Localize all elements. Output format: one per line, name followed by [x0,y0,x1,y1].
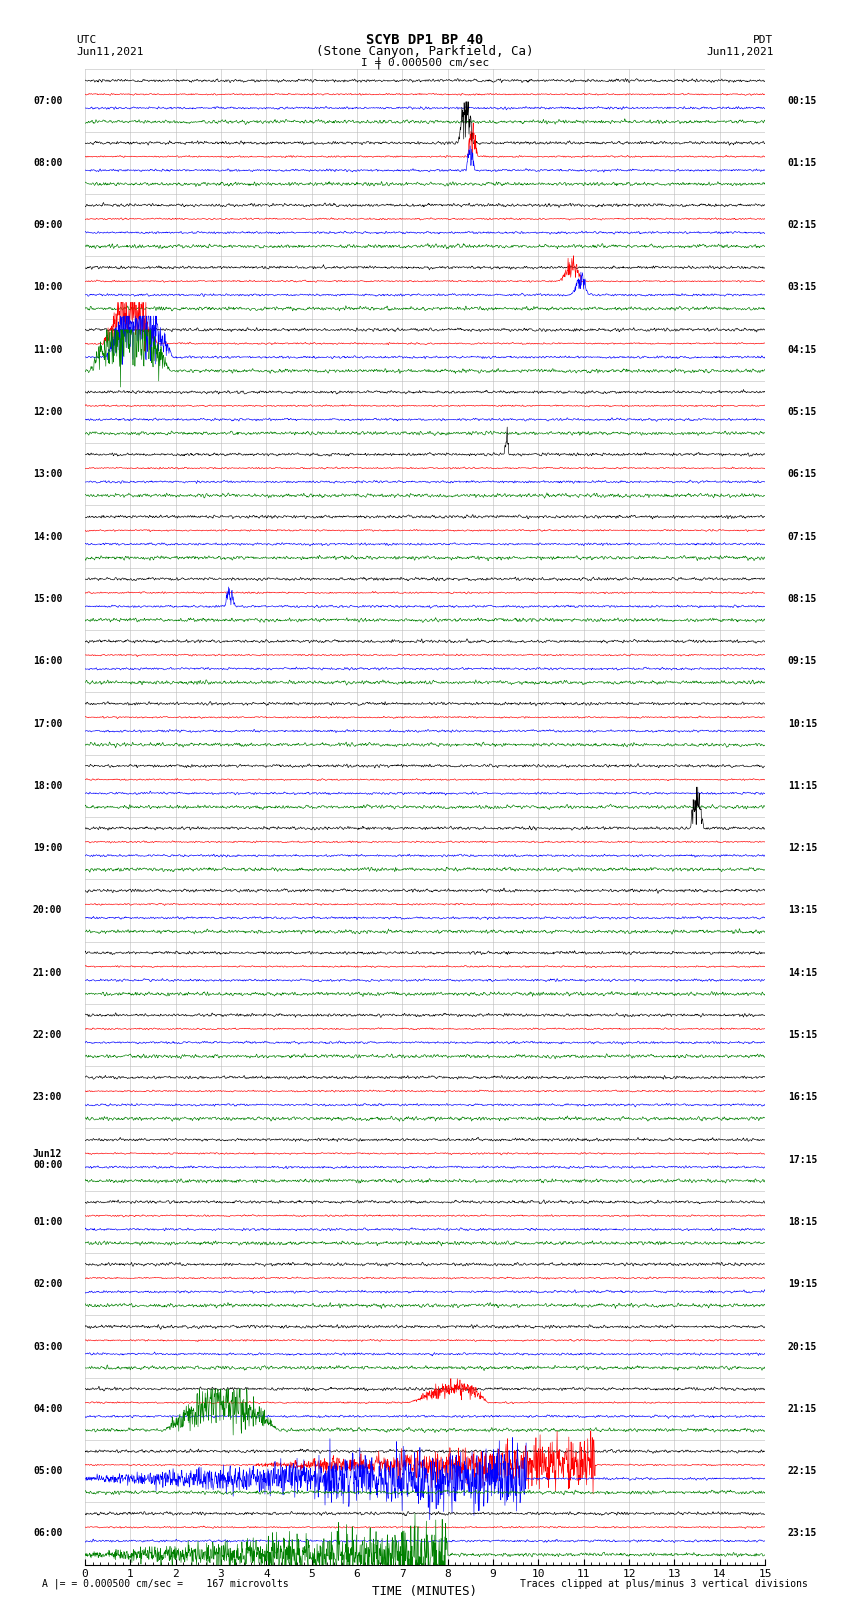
Text: |: | [375,56,382,69]
Text: 18:00: 18:00 [33,781,62,790]
Text: 03:00: 03:00 [33,1342,62,1352]
Text: 19:00: 19:00 [33,844,62,853]
Text: 06:00: 06:00 [33,1529,62,1539]
Text: 15:15: 15:15 [788,1031,817,1040]
Text: 11:00: 11:00 [33,345,62,355]
Text: 05:15: 05:15 [788,406,817,418]
Text: 22:00: 22:00 [33,1031,62,1040]
X-axis label: TIME (MINUTES): TIME (MINUTES) [372,1586,478,1598]
Text: 23:15: 23:15 [788,1529,817,1539]
Text: 16:00: 16:00 [33,656,62,666]
Text: 11:15: 11:15 [788,781,817,790]
Text: 00:15: 00:15 [788,95,817,105]
Text: 18:15: 18:15 [788,1216,817,1227]
Text: 01:15: 01:15 [788,158,817,168]
Text: 16:15: 16:15 [788,1092,817,1102]
Text: Jun12
00:00: Jun12 00:00 [33,1148,62,1171]
Text: 20:15: 20:15 [788,1342,817,1352]
Text: 12:00: 12:00 [33,406,62,418]
Text: Jun11,2021: Jun11,2021 [76,47,144,56]
Text: 17:00: 17:00 [33,718,62,729]
Text: 04:00: 04:00 [33,1403,62,1415]
Text: 20:00: 20:00 [33,905,62,916]
Text: (Stone Canyon, Parkfield, Ca): (Stone Canyon, Parkfield, Ca) [316,45,534,58]
Text: 03:15: 03:15 [788,282,817,292]
Text: 02:15: 02:15 [788,219,817,231]
Text: 05:00: 05:00 [33,1466,62,1476]
Text: 07:15: 07:15 [788,532,817,542]
Text: 12:15: 12:15 [788,844,817,853]
Text: SCYB DP1 BP 40: SCYB DP1 BP 40 [366,34,484,47]
Text: 10:00: 10:00 [33,282,62,292]
Text: 10:15: 10:15 [788,718,817,729]
Text: 02:00: 02:00 [33,1279,62,1289]
Text: 14:15: 14:15 [788,968,817,977]
Text: Jun11,2021: Jun11,2021 [706,47,774,56]
Text: 08:15: 08:15 [788,594,817,603]
Text: 13:15: 13:15 [788,905,817,916]
Text: 17:15: 17:15 [788,1155,817,1165]
Text: Traces clipped at plus/minus 3 vertical divisions: Traces clipped at plus/minus 3 vertical … [519,1579,808,1589]
Text: 13:00: 13:00 [33,469,62,479]
Text: 04:15: 04:15 [788,345,817,355]
Text: 23:00: 23:00 [33,1092,62,1102]
Text: 06:15: 06:15 [788,469,817,479]
Text: 15:00: 15:00 [33,594,62,603]
Text: 08:00: 08:00 [33,158,62,168]
Text: 21:15: 21:15 [788,1403,817,1415]
Text: PDT: PDT [753,35,774,45]
Text: UTC: UTC [76,35,97,45]
Text: I = 0.000500 cm/sec: I = 0.000500 cm/sec [361,58,489,68]
Text: 07:00: 07:00 [33,95,62,105]
Text: 01:00: 01:00 [33,1216,62,1227]
Text: 14:00: 14:00 [33,532,62,542]
Text: 21:00: 21:00 [33,968,62,977]
Text: A |= = 0.000500 cm/sec =    167 microvolts: A |= = 0.000500 cm/sec = 167 microvolts [42,1579,289,1589]
Text: 09:00: 09:00 [33,219,62,231]
Text: 09:15: 09:15 [788,656,817,666]
Text: 22:15: 22:15 [788,1466,817,1476]
Text: 19:15: 19:15 [788,1279,817,1289]
